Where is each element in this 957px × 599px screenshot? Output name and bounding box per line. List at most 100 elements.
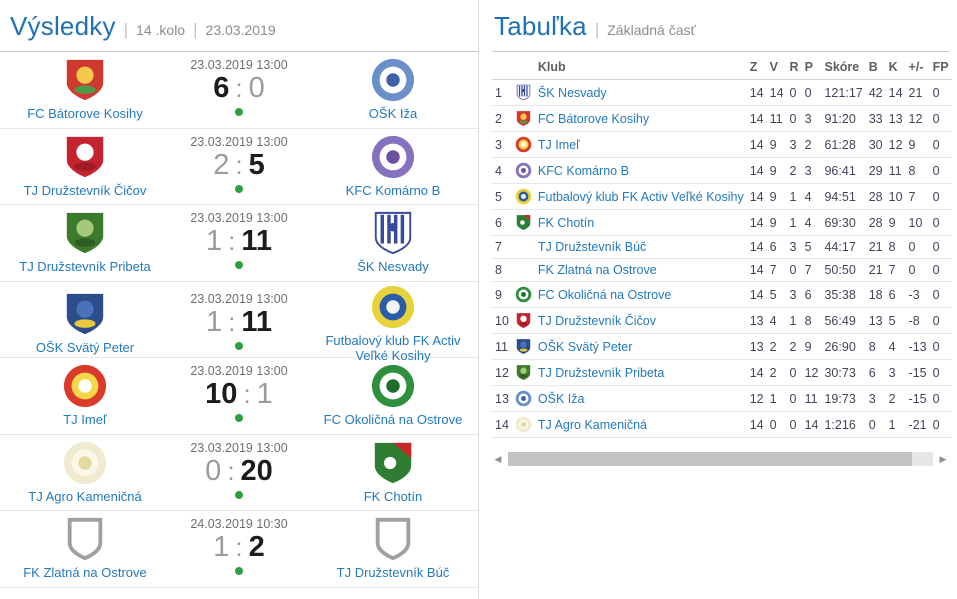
away-team-name-link[interactable]: Futbalový klub FK Activ Veľké Kosihy — [325, 332, 461, 364]
away-team: FK Chotín — [308, 440, 478, 505]
points-cell: 13 — [865, 307, 886, 334]
scroll-right-arrow-icon[interactable]: ▶ — [939, 453, 947, 464]
home-team-name-link[interactable]: FK Zlatná na Ostrove — [23, 565, 147, 581]
match-row[interactable]: TJ Družstevník Čičov 23.03.2019 13:00 2:… — [0, 129, 478, 205]
club-logo-icon — [511, 105, 535, 132]
match-row[interactable]: OŠK Svätý Peter 23.03.2019 13:00 1:11 Fu… — [0, 282, 478, 363]
losses-cell: 12 — [801, 359, 822, 386]
games-cell: 14 — [746, 359, 767, 386]
column-header-v: V — [766, 54, 787, 80]
played-indicator-dot — [235, 567, 243, 576]
away-team-logo-icon — [370, 134, 416, 180]
club-cell: FK Chotín — [534, 209, 747, 236]
losses-cell: 4 — [801, 209, 822, 236]
match-row[interactable]: FK Zlatná na Ostrove 24.03.2019 10:30 1:… — [0, 511, 478, 588]
home-team-name-link[interactable]: TJ Družstevník Čičov — [23, 182, 147, 198]
home-team-name-link[interactable]: TJ Agro Kameničná — [28, 488, 142, 504]
draws-cell: 0 — [786, 411, 802, 438]
k-cell: 1 — [885, 411, 906, 438]
club-name-link[interactable]: TJ Družstevník Pribeta — [537, 365, 665, 380]
away-score: 11 — [241, 305, 273, 338]
score-cell: 91:20 — [821, 105, 866, 132]
score-separator: : — [235, 149, 243, 180]
club-name-link[interactable]: TJ Družstevník Búč — [537, 240, 647, 254]
away-team-name-link[interactable]: OŠK Iža — [368, 106, 418, 122]
away-team-name-link[interactable]: ŠK Nesvady — [357, 259, 429, 275]
home-team-name-link[interactable]: OŠK Svätý Peter — [35, 340, 135, 356]
match-row[interactable]: TJ Imeľ 23.03.2019 13:00 10:1 FC Okoličn… — [0, 358, 478, 435]
home-team-name-link[interactable]: TJ Družstevník Pribeta — [19, 259, 151, 275]
standings-table: Klub Z V R P Skóre B K +/- FP 1 ŠK Nesva… — [492, 54, 952, 438]
wins-cell: 6 — [766, 235, 787, 259]
home-team-name-link[interactable]: FC Bátorove Kosihy — [27, 106, 143, 122]
club-name-link[interactable]: FK Chotín — [537, 215, 595, 230]
club-name-link[interactable]: FC Bátorove Kosihy — [537, 111, 650, 126]
column-header-logo — [511, 54, 535, 80]
away-team-logo-icon — [370, 57, 416, 103]
away-team-name-link[interactable]: KFC Komárno B — [345, 182, 441, 198]
position-cell: 6 — [492, 209, 512, 236]
played-indicator-dot — [235, 342, 243, 351]
column-header-r: R — [786, 54, 802, 80]
home-team: FK Zlatná na Ostrove — [0, 516, 170, 581]
games-cell: 13 — [746, 307, 767, 334]
match-row[interactable]: TJ Družstevník Pribeta 23.03.2019 13:00 … — [0, 205, 478, 282]
match-datetime: 23.03.2019 13:00 — [190, 58, 288, 73]
club-name-link[interactable]: KFC Komárno B — [537, 163, 629, 178]
wins-cell: 4 — [766, 307, 787, 334]
home-team-name-link[interactable]: TJ Imeľ — [63, 412, 107, 428]
position-cell: 7 — [492, 235, 512, 259]
club-name-link[interactable]: Futbalový klub FK Activ Veľké Kosihy — [537, 189, 744, 204]
away-team-name-link[interactable]: TJ Družstevník Búč — [336, 565, 450, 581]
score-cell: 69:30 — [821, 209, 866, 236]
match-center: 24.03.2019 10:30 1:2 — [170, 517, 308, 580]
club-name-link[interactable]: ŠK Nesvady — [537, 85, 607, 100]
match-center: 23.03.2019 13:00 1:11 — [170, 292, 308, 355]
fp-cell: 0 — [929, 105, 952, 132]
club-name-link[interactable]: FC Okoličná na Ostrove — [537, 287, 672, 302]
wins-cell: 14 — [766, 79, 787, 106]
away-team-name-link[interactable]: FK Chotín — [363, 488, 423, 504]
club-name-link[interactable]: TJ Agro Kameničná — [537, 417, 647, 432]
club-cell: TJ Agro Kameničná — [534, 411, 747, 438]
horizontal-scrollbar: ◀ ▶ — [492, 451, 949, 467]
results-title: Výsledky — [10, 11, 116, 41]
home-team-logo-icon — [62, 363, 108, 409]
position-cell: 5 — [492, 183, 512, 210]
standings-panel: Tabuľka | Základná časť Klub Z V R P Skó… — [478, 0, 957, 599]
k-cell: 5 — [885, 307, 906, 334]
games-cell: 14 — [746, 258, 767, 282]
club-name-link[interactable]: FK Zlatná na Ostrove — [537, 263, 657, 277]
club-cell: TJ Družstevník Čičov — [534, 307, 747, 334]
away-team: ŠK Nesvady — [308, 210, 478, 275]
match-row[interactable]: FC Bátorove Kosihy 23.03.2019 13:00 6:0 … — [0, 52, 478, 129]
standings-subtitle: Základná časť — [607, 22, 696, 38]
position-cell: 4 — [492, 157, 512, 184]
away-team-name-link[interactable]: FC Okoličná na Ostrove — [323, 412, 463, 428]
points-cell: 33 — [865, 105, 886, 132]
club-name-link[interactable]: TJ Družstevník Čičov — [537, 313, 656, 328]
club-name-link[interactable]: OŠK Iža — [537, 391, 585, 406]
scrollbar-track[interactable] — [508, 452, 933, 466]
match-row[interactable]: TJ Agro Kameničná 23.03.2019 13:00 0:20 … — [0, 435, 478, 511]
wins-cell: 9 — [766, 209, 787, 236]
column-header-skore: Skóre — [821, 54, 866, 80]
match-center: 23.03.2019 13:00 0:20 — [170, 441, 308, 504]
club-name-link[interactable]: TJ Imeľ — [537, 137, 580, 152]
position-cell: 14 — [492, 411, 512, 438]
k-cell: 12 — [885, 131, 906, 158]
plusminus-cell: -3 — [905, 281, 930, 308]
fp-cell: 0 — [929, 385, 952, 412]
wins-cell: 9 — [766, 183, 787, 210]
scroll-left-arrow-icon[interactable]: ◀ — [494, 453, 502, 464]
wins-cell: 2 — [766, 359, 787, 386]
fp-cell: 0 — [929, 258, 952, 282]
plusminus-cell: 12 — [905, 105, 930, 132]
club-name-link[interactable]: OŠK Svätý Peter — [537, 339, 633, 354]
away-score: 0 — [248, 72, 265, 105]
standings-table-header-row: Klub Z V R P Skóre B K +/- FP — [492, 54, 952, 80]
column-header-klub: Klub — [534, 54, 747, 80]
column-header-k: K — [885, 54, 906, 80]
scrollbar-thumb[interactable] — [508, 452, 912, 466]
games-cell: 14 — [746, 209, 767, 236]
